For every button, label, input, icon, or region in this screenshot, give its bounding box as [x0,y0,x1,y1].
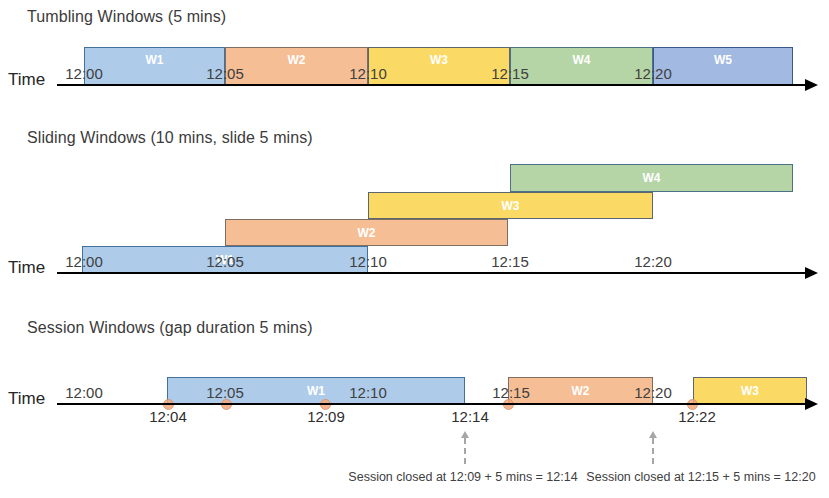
sliding-tick-label: 12:20 [634,253,672,271]
event-time-label: 12:22 [678,408,716,426]
tumbling-tick-label: 12:10 [349,65,387,83]
event-time-label: 12:14 [451,408,489,426]
window-label: W2 [572,385,590,397]
tumbling-window-w3: W3 [368,47,510,85]
session-tick-label: 12:00 [65,384,103,402]
dashed-up-arrow-icon [649,431,657,438]
session-axis-arrowhead-icon [805,398,818,410]
sliding-tick-label: 12:00 [65,253,103,271]
sliding-tick-label: 12:10 [349,253,387,271]
window-label: W5 [714,54,732,66]
sliding-time-axis [57,272,807,274]
window-label: W3 [430,54,448,66]
sliding-tick-label: 12:05 [206,253,244,271]
sliding-tick-label: 12:15 [491,253,529,271]
stream-windowing-diagram: Tumbling Windows (5 mins) Time W1W2W3W4W… [0,0,829,498]
session-closed-annotation: Session closed at 12:09 + 5 mins = 12:14 [348,470,577,484]
tumbling-tick-label: 12:20 [634,65,672,83]
session-tick-label: 12:20 [634,384,672,402]
sliding-window-w4: W4 [510,164,793,192]
tumbling-window-w1: W1 [84,47,225,85]
dashed-up-arrow-stem [464,438,466,464]
session-time-axis-label: Time [8,389,45,409]
session-tick-label: 12:15 [492,384,530,402]
sliding-window-w3: W3 [368,192,653,219]
tumbling-window-w5: W5 [653,47,793,85]
tumbling-tick-label: 12:15 [491,65,529,83]
tumbling-axis-arrowhead-icon [805,79,818,91]
window-label: W2 [358,227,376,239]
sliding-axis-arrowhead-icon [805,267,818,279]
window-label: W2 [288,54,306,66]
dashed-up-arrow-stem [652,438,654,464]
event-time-label: 12:04 [149,408,187,426]
tumbling-time-axis [57,84,807,86]
tumbling-tick-label: 12:00 [65,65,103,83]
session-tick-label: 12:05 [206,384,244,402]
window-label: W4 [573,54,591,66]
dashed-up-arrow-icon [461,431,469,438]
sliding-window-w2: W2 [225,219,508,246]
window-label: W3 [502,200,520,212]
window-label: W3 [741,385,759,397]
session-window-w3: W3 [693,377,807,404]
session-closed-annotation: Session closed at 12:15 + 5 mins = 12:20 [586,470,815,484]
window-label: W1 [307,385,325,397]
event-time-label: 12:09 [307,408,345,426]
window-label: W4 [643,172,661,184]
window-label: W1 [146,54,164,66]
session-title: Session Windows (gap duration 5 mins) [27,319,313,337]
tumbling-window-w4: W4 [510,47,653,85]
session-time-axis [57,403,807,405]
tumbling-tick-label: 12:05 [206,65,244,83]
session-tick-label: 12:10 [349,384,387,402]
tumbling-window-w2: W2 [225,47,368,85]
